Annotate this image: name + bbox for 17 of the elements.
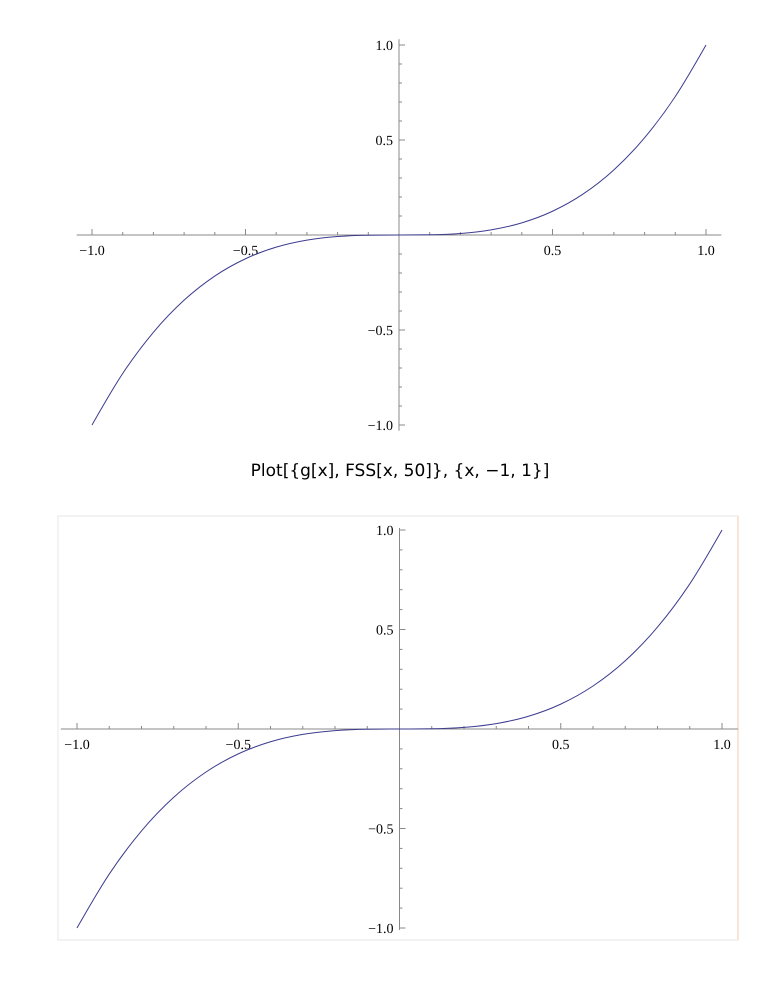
x-tick-label: −1.0 [79,244,105,259]
y-tick-label: −1.0 [368,922,394,937]
y-tick-label: 0.5 [376,624,394,638]
y-tick-label: −0.5 [368,822,394,838]
x-tick-label: 0.5 [544,244,562,259]
y-tick-label: −0.5 [368,324,393,339]
x-tick-label: −1.0 [64,738,90,753]
y-tick-label: 0.5 [376,134,393,149]
x-tick-label: 0.5 [552,738,570,753]
x-tick-label: 1.0 [713,738,731,753]
y-tick-label: 1.0 [376,524,394,539]
y-tick-label: −1.0 [368,419,393,434]
x-tick-label: −0.5 [226,738,251,753]
x-tick-label: 1.0 [697,244,715,259]
x-tick-label: −0.5 [232,244,258,259]
y-tick-label: 1.0 [376,39,393,54]
chart-title: Plot[{g[x], FSS[x, 50]}, {x, −1, 1}] [250,461,550,481]
